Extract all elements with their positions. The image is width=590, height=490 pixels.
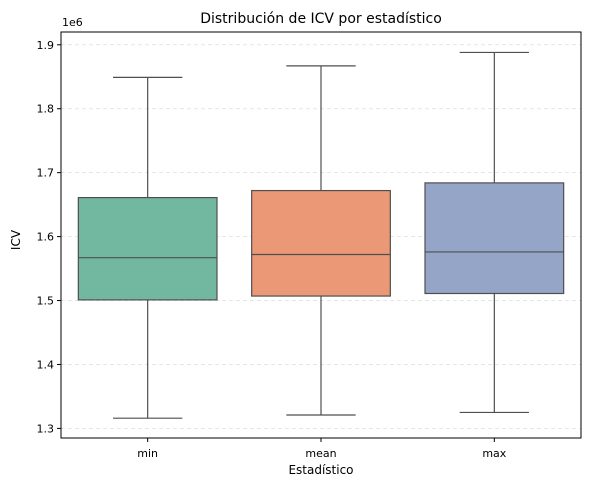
y-tick-label: 1.7 xyxy=(37,167,55,180)
x-tick-label: max xyxy=(482,447,506,460)
y-tick-label: 1.9 xyxy=(37,39,55,52)
box-iqr xyxy=(251,189,391,297)
y-tick-label: 1.4 xyxy=(37,358,55,371)
x-axis-label: Estadístico xyxy=(288,463,353,477)
boxes xyxy=(77,51,565,419)
y-offset-label: 1e6 xyxy=(62,16,83,29)
x-tick-label: min xyxy=(137,447,158,460)
axes: 1.3 1.4 1.5 1.6 1.7 1.8 1.9 min mean max xyxy=(37,31,582,460)
y-axis-label: ICV xyxy=(9,229,23,250)
y-tick-label: 1.8 xyxy=(37,103,55,116)
y-tick-label: 1.3 xyxy=(37,422,55,435)
box-max xyxy=(424,51,565,414)
y-tick-label: 1.5 xyxy=(37,295,55,308)
y-tick-label: 1.6 xyxy=(37,231,55,244)
x-tick-label: mean xyxy=(305,447,336,460)
box-iqr xyxy=(77,196,218,301)
box-mean xyxy=(251,65,391,416)
chart-title: Distribución de ICV por estadístico xyxy=(200,11,442,27)
box-min xyxy=(77,76,218,419)
box-iqr xyxy=(424,182,565,295)
